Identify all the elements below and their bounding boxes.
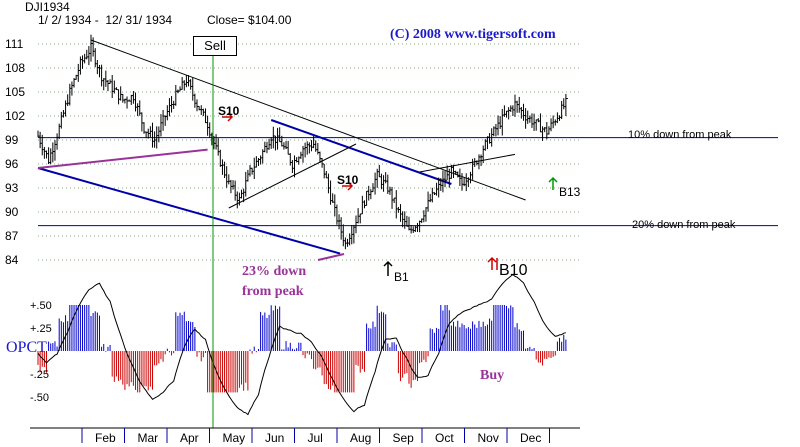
- opct-tick-label: +.50: [30, 300, 52, 312]
- price-bars: [37, 34, 568, 250]
- sell-signal-label: Sell: [193, 36, 237, 56]
- opct-axis-ticks: +.50 +.25 -.25 -.50: [30, 300, 52, 404]
- b13-signal-label: B13: [559, 185, 581, 199]
- opct-ma-line: [37, 273, 567, 416]
- price-tick-label: 87: [5, 229, 19, 243]
- opct-tick-label: +.25: [30, 323, 52, 335]
- month-label: Aug: [350, 431, 371, 445]
- month-label: Dec: [520, 431, 541, 445]
- buy-arrow-icon: [487, 256, 498, 270]
- annotation-from-peak: from peak: [242, 284, 304, 299]
- b10-signal-label: B10: [499, 262, 528, 279]
- price-tick-label: 102: [5, 109, 25, 123]
- month-label: Feb: [95, 431, 116, 445]
- level-lines: [38, 137, 778, 227]
- purple-support-line: [37, 148, 208, 169]
- signal-arrows: [222, 112, 558, 276]
- month-axis: Feb Mar Apr May Jun Jul Aug Sep Oct Nov Dec: [30, 427, 580, 445]
- b1-signal-label: B1: [394, 270, 409, 284]
- annotation-buy: Buy: [480, 368, 505, 383]
- price-tick-label: 90: [5, 205, 19, 219]
- opct-label: OPCT: [6, 339, 47, 356]
- month-label: May: [223, 431, 246, 445]
- opct-tick-label: -.50: [30, 392, 49, 404]
- month-label: Jul: [308, 431, 323, 445]
- month-label: Apr: [180, 431, 199, 445]
- annotation-23pct-down: 23% down: [242, 264, 307, 279]
- s10-signal-label-1: S10: [218, 104, 240, 118]
- opct-tick-label: -.25: [30, 369, 49, 381]
- rising-channel-line: [228, 143, 357, 209]
- neckline: [419, 153, 516, 173]
- opct-moving-average: [37, 273, 567, 416]
- chart-symbol: DJI1934: [25, 0, 70, 14]
- blue-resistance-line: [270, 119, 452, 185]
- price-tick-label: 108: [5, 61, 25, 75]
- month-label: Sep: [393, 431, 415, 445]
- trend-lines: [37, 39, 526, 255]
- month-label: Mar: [138, 431, 159, 445]
- month-label: Oct: [435, 431, 454, 445]
- copyright-text: (C) 2008 www.tigersoft.com: [390, 27, 556, 42]
- buy-arrow-icon: [383, 260, 393, 276]
- price-tick-label: 99: [5, 133, 19, 147]
- price-axis-ticks: 111 108 105 102 99 96 93 90 87 84: [5, 37, 25, 267]
- s10-signal-label-2: S10: [337, 173, 359, 187]
- month-label: Jun: [265, 431, 284, 445]
- falling-support-line: [37, 167, 341, 255]
- buy-arrow-icon: [548, 176, 558, 190]
- opct-histogram: [37, 305, 567, 393]
- sell-arrow-icon: [342, 181, 354, 191]
- level-label-20pct: 20% down from peak: [632, 219, 736, 231]
- price-tick-label: 105: [5, 85, 25, 99]
- price-tick-label: 111: [5, 37, 24, 51]
- price-tick-label: 84: [5, 253, 19, 267]
- level-label-10pct: 10% down from peak: [628, 129, 732, 141]
- falling-resistance-line: [90, 39, 526, 201]
- annotation-pointer-icon: [317, 253, 345, 261]
- month-label: Nov: [478, 431, 499, 445]
- close-value: Close= $104.00: [207, 13, 292, 27]
- price-tick-label: 96: [5, 157, 19, 171]
- date-range: 1/ 2/ 1934 - 12/ 31/ 1934: [38, 13, 173, 27]
- price-tick-label: 93: [5, 181, 19, 195]
- sell-arrow-icon: [222, 112, 234, 122]
